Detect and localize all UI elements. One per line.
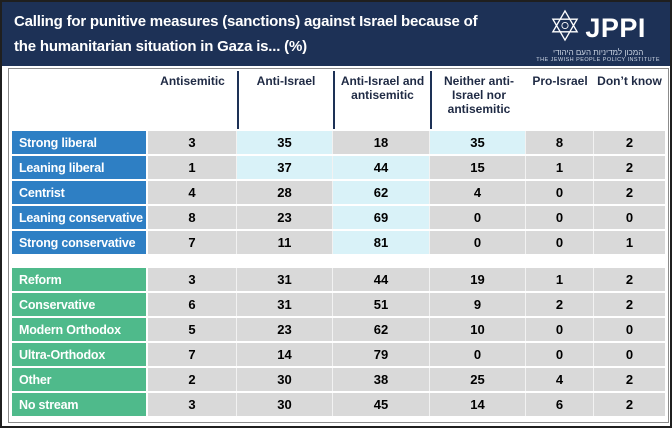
value-cell: 69 [333,206,430,229]
value-cell: 2 [594,181,665,204]
value-cell: 62 [333,181,430,204]
value-cell: 51 [333,293,430,316]
value-cell: 1 [594,231,665,254]
column-header-anti-israel: Anti-Israel [237,71,333,129]
value-cell: 14 [237,343,333,366]
value-cell: 4 [526,368,594,391]
row-label-strong-conservative: Strong conservative [12,231,148,254]
column-header-pro-israel: Pro-Israel [532,74,588,88]
value-cell: 0 [594,318,665,341]
value-cell: 23 [237,318,333,341]
value-cell: 2 [594,156,665,179]
value-cell: 2 [594,368,665,391]
table-grid: Antisemitic Anti-Israel Anti-Israel and an… [12,71,665,416]
value-cell: 0 [430,343,526,366]
value-cell: 18 [333,131,430,154]
value-cell: 81 [333,231,430,254]
value-cell: 8 [526,131,594,154]
value-cell: 35 [430,131,526,154]
value-cell: 6 [526,393,594,416]
title-line-2: the humanitarian situation in Gaza is...… [14,38,307,55]
value-cell: 38 [333,368,430,391]
title-line-1: Calling for punitive measures (sanctions… [14,13,478,30]
value-cell: 0 [526,231,594,254]
value-cell: 4 [430,181,526,204]
row-label-no-stream: No stream [12,393,148,416]
value-cell: 10 [430,318,526,341]
value-cell: 62 [333,318,430,341]
value-cell: 5 [148,318,237,341]
value-cell: 28 [237,181,333,204]
value-cell: 44 [333,268,430,291]
row-label-leaning-conservative: Leaning conservative [12,206,148,229]
value-cell: 35 [237,131,333,154]
column-header-anti-israel-and-antisemitic: Anti-Israel and antisemitic [333,71,430,129]
value-cell: 25 [430,368,526,391]
value-cell: 2 [148,368,237,391]
value-cell: 8 [148,206,237,229]
row-label-strong-liberal: Strong liberal [12,131,148,154]
value-cell: 3 [148,393,237,416]
value-cell: 1 [526,268,594,291]
value-cell: 31 [237,268,333,291]
row-label-centrist: Centrist [12,181,148,204]
value-cell: 2 [594,293,665,316]
star-of-david-icon [550,9,580,47]
row-label-leaning-liberal: Leaning liberal [12,156,148,179]
row-label-modern-orthodox: Modern Orthodox [12,318,148,341]
row-label-other: Other [12,368,148,391]
value-cell: 15 [430,156,526,179]
value-cell: 0 [430,231,526,254]
value-cell: 0 [526,206,594,229]
value-cell: 0 [526,181,594,204]
row-label-ultra-orthodox: Ultra-Orthodox [12,343,148,366]
value-cell: 0 [526,343,594,366]
value-cell: 0 [526,318,594,341]
value-cell: 0 [430,206,526,229]
value-cell: 44 [333,156,430,179]
value-cell: 2 [594,393,665,416]
value-cell: 30 [237,368,333,391]
jppi-logo: JPPI המכון למדיניות העם היהודי THE JEWIS… [536,9,660,63]
value-cell: 6 [148,293,237,316]
table-corner [12,71,148,129]
value-cell: 14 [430,393,526,416]
value-cell: 31 [237,293,333,316]
value-cell: 3 [148,131,237,154]
data-table: Antisemitic Anti-Israel Anti-Israel and an… [8,68,669,423]
group-separator [12,256,665,266]
value-cell: 9 [430,293,526,316]
value-cell: 2 [594,268,665,291]
value-cell: 1 [526,156,594,179]
value-cell: 79 [333,343,430,366]
value-cell: 23 [237,206,333,229]
row-label-conservative: Conservative [12,293,148,316]
value-cell: 30 [237,393,333,416]
row-label-reform: Reform [12,268,148,291]
jppi-acronym: JPPI [585,13,646,43]
value-cell: 37 [237,156,333,179]
value-cell: 19 [430,268,526,291]
column-header-antisemitic: Antisemitic [160,74,225,88]
jppi-logo-top: JPPI [550,9,646,47]
value-cell: 7 [148,231,237,254]
value-cell: 2 [526,293,594,316]
page-title: Calling for punitive measures (sanctions… [14,9,478,62]
value-cell: 0 [594,343,665,366]
value-cell: 2 [594,131,665,154]
value-cell: 1 [148,156,237,179]
value-cell: 45 [333,393,430,416]
title-bar: Calling for punitive measures (sanctions… [2,2,670,66]
jppi-english-tagline: THE JEWISH PEOPLE POLICY INSTITUTE [536,57,660,63]
value-cell: 3 [148,268,237,291]
value-cell: 4 [148,181,237,204]
value-cell: 0 [594,206,665,229]
column-header-neither-anti-israel-nor-antisemitic: Neither anti-Israel nor antisemitic [430,71,526,129]
column-header-don-t-know: Don’t know [597,74,662,88]
value-cell: 11 [237,231,333,254]
value-cell: 7 [148,343,237,366]
jppi-hebrew-tagline: המכון למדיניות העם היהודי [553,48,644,57]
